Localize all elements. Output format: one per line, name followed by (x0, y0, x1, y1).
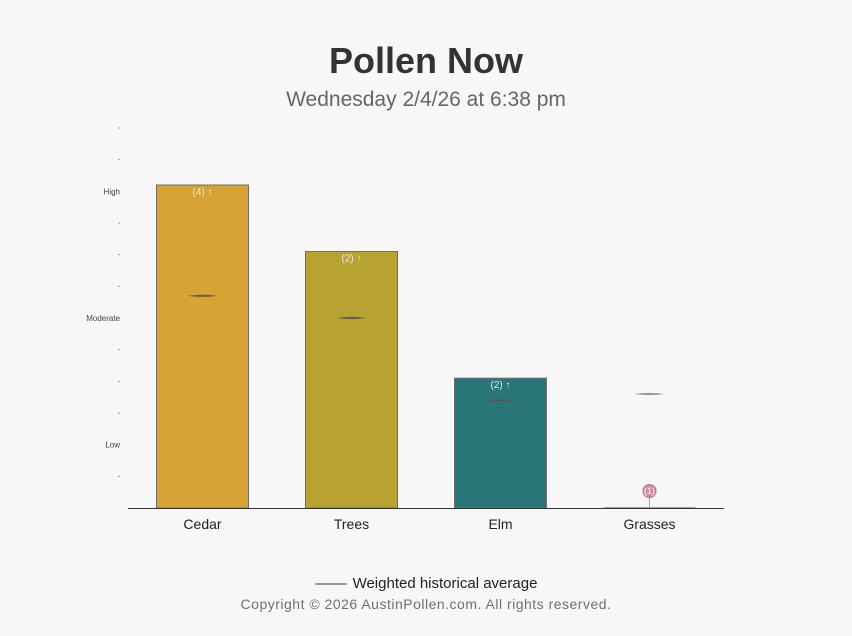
x-tick-label-trees: Trees (334, 516, 369, 532)
average-marker-elm (485, 399, 516, 402)
legend-line-swatch (314, 583, 347, 586)
y-axis: Low Moderate High (86, 127, 121, 477)
x-tick-label-elm: Elm (488, 516, 512, 532)
bar-label-cedar: (4) ↑ (193, 187, 213, 198)
bar-label-trees: (2) ↑ (342, 254, 362, 265)
bars: (4) ↑ (2) ↑ (2) ↑ (1) (156, 184, 696, 509)
page-title: Pollen Now (328, 40, 523, 81)
page-subtitle: Wednesday 2/4/26 at 6:38 pm (286, 88, 566, 111)
y-level-label-low: Low (105, 441, 120, 450)
average-marker-grasses (634, 392, 665, 396)
legend: Weighted historical average (0, 575, 852, 592)
y-level-label-moderate: Moderate (86, 314, 120, 323)
legend-label: Weighted historical average (352, 575, 538, 592)
copyright-notice: Copyright © 2026 AustinPollen.com. All r… (240, 596, 612, 612)
bar-trees (305, 251, 398, 509)
bar-bubble-grasses (642, 484, 657, 498)
bar-label-grasses: (1) (644, 486, 655, 496)
bar-cedar (156, 184, 249, 509)
bar-elm (454, 377, 547, 509)
average-marker-cedar (187, 294, 218, 297)
y-level-label-high: High (104, 187, 120, 196)
average-marker-trees (336, 316, 367, 320)
x-axis: Cedar Trees Elm Grasses (128, 508, 724, 532)
pollen-bar-chart: Low Moderate High (4) ↑ (2) ↑ (2) ↑ (1) Cedar… (86, 127, 724, 532)
x-tick-label-grasses: Grasses (623, 516, 675, 532)
bar-label-elm: (2) ↑ (491, 380, 511, 391)
x-tick-label-cedar: Cedar (183, 516, 221, 532)
